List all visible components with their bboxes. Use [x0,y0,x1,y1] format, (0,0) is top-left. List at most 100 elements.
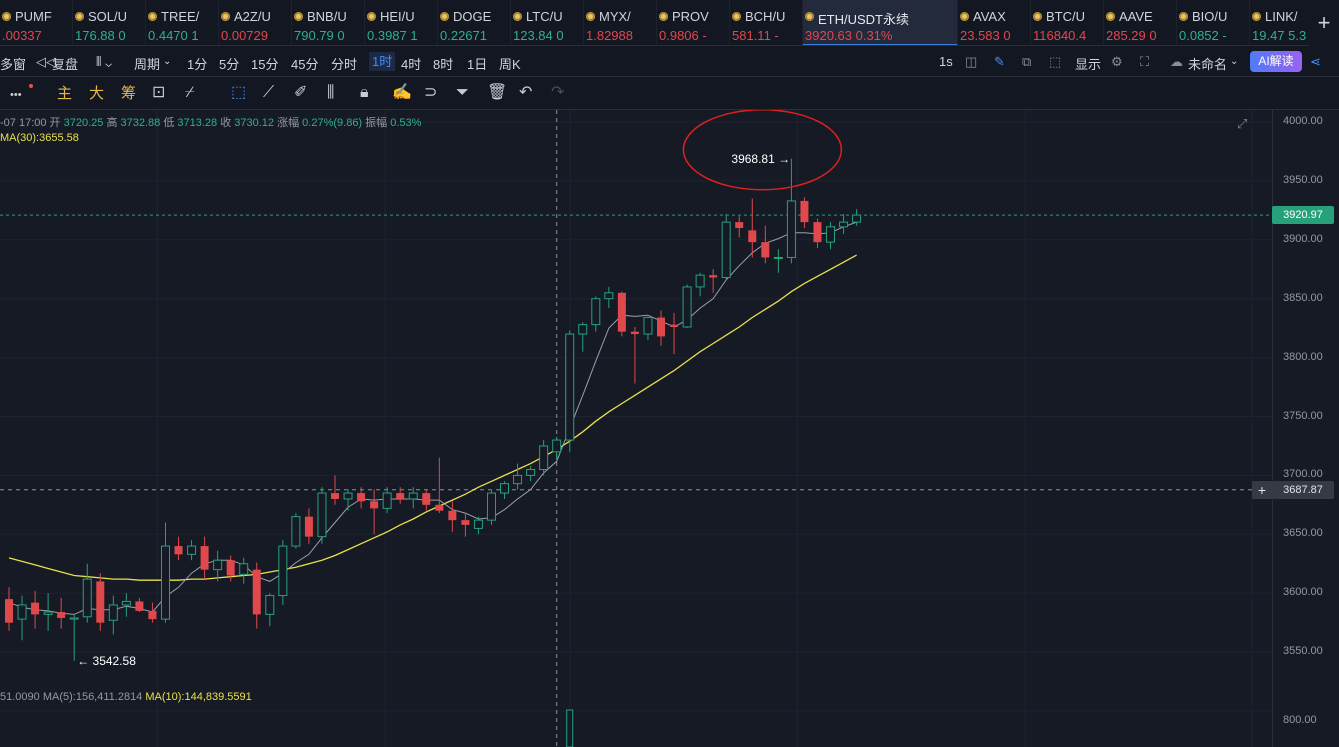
price-tick-label: 3950.00 [1283,173,1323,186]
ticker-tab[interactable]: AVAX 23.583 0 [958,0,1031,45]
big-order-button[interactable]: 大 [89,85,105,102]
lock-icon[interactable]: 🔒︎ [360,84,369,101]
interval-button[interactable]: 15分 [251,57,279,72]
candle-body [773,256,783,259]
copy-icon[interactable]: ⧉ [1022,54,1032,69]
price-tick-label: 3800.00 [1283,350,1323,363]
period-dropdown[interactable]: 周期 [134,57,161,72]
multi-window-button[interactable]: 多窗 [0,57,27,72]
ticker-tab[interactable]: BCH/U 581.11 - [730,0,803,45]
interval-button[interactable]: 分时 [331,57,358,72]
ticker-tab[interactable]: DOGE 0.22671 [438,0,511,45]
chevron-down-icon: ⌄ [163,56,172,67]
ticker-tab[interactable]: MYX/1.82988 [584,0,657,45]
interval-button[interactable]: 5分 [219,57,240,72]
candlestick-chart[interactable] [0,110,1272,747]
ticker-tab[interactable]: LINK/19.47 5.3 [1250,0,1323,45]
replay-button[interactable]: 复盘 [52,57,79,72]
ticker-tab[interactable]: A2Z/U 0.00729 [219,0,292,45]
brush-icon[interactable]: ⌿ [185,84,195,101]
candle-body [422,493,431,505]
candle-body [317,492,327,538]
ticker-price: 0.9806 - [659,28,707,43]
ticker-tab[interactable]: LTC/U 123.84 0 [511,0,584,45]
candle-body [721,221,731,278]
note-icon[interactable]: ✍ [392,84,412,101]
trash-icon[interactable]: 🗑︎ [487,84,508,101]
edit-icon[interactable]: ⊡ [152,84,166,101]
ruler-icon[interactable]: ⟋ [263,84,275,101]
coin-icon [513,12,522,21]
ticker-tab[interactable]: SOL/U 176.88 0 [73,0,146,45]
highlight-circle [682,110,843,191]
last-price-tag: 3920.97 [1272,206,1334,225]
candle-body [800,200,809,223]
magnet-icon[interactable]: ⊃ [424,84,438,101]
cloud-icon[interactable]: ☁ [1170,54,1183,69]
ticker-price: 23.583 0 [960,28,1011,43]
interval-button[interactable]: 45分 [291,57,319,72]
interval-button[interactable]: 周K [499,57,521,72]
candle-body [552,439,562,453]
display-button[interactable]: 显示 [1075,57,1102,72]
filter-icon[interactable]: ⏷ [456,84,469,101]
ticker-symbol: PROV [672,9,709,24]
pen-icon[interactable]: ✎ [994,54,1005,69]
replay-icon[interactable]: ◁◁ [36,54,56,69]
select-icon[interactable]: ⬚ [1049,54,1062,69]
candle-body [174,546,183,555]
candle-body [291,516,301,547]
ticker-tab[interactable]: PROV 0.9806 - [657,0,730,45]
candle-body [761,242,770,258]
candle-body [539,445,549,471]
ticker-tab[interactable]: PUMF .00337 [0,0,73,45]
volume-bar [566,709,574,747]
undo-icon[interactable]: ↶ [519,84,533,101]
candles-icon[interactable]: ⫼ [327,84,335,101]
candle-type-icon[interactable]: ⫴ ⌄ [96,54,113,69]
coin-icon [960,12,969,21]
ticker-tab[interactable]: BNB/U 790.79 0 [292,0,365,45]
volume-legend: 51.0090 MA(5):156,411.2814 MA(10):144,83… [0,691,252,703]
candle-body [500,483,510,494]
ai-interpret-button[interactable]: AI解读 [1250,51,1302,72]
cursor-icon[interactable]: ⬚ [231,84,247,101]
interval-button[interactable]: 1分 [187,57,208,72]
coin-icon [659,12,668,21]
ticker-tab[interactable]: BTC/U 116840.4 [1031,0,1104,45]
redo-icon[interactable]: ↷ [551,84,565,101]
coin-icon [1179,12,1188,21]
settings-icon[interactable]: ⚙ [1111,54,1123,69]
interval-1s-button[interactable]: 1s [939,54,953,69]
main-indicator-button[interactable]: 主 [57,85,73,102]
candle-body [121,600,131,606]
layout-name-dropdown[interactable]: 未命名 [1188,57,1228,72]
candle-body [108,604,118,621]
crosshair-add-icon[interactable]: + [1252,480,1272,499]
candle-body [160,545,170,620]
ticker-tab[interactable]: HEI/U 0.3987 1 [365,0,438,45]
camera-icon[interactable]: ◫ [965,54,978,69]
candle-body [630,331,639,335]
interval-button[interactable]: 8时 [433,57,454,72]
ticker-symbol: BNB/U [307,9,347,24]
interval-button[interactable]: 1时 [369,52,396,71]
interval-button[interactable]: 4时 [401,57,422,72]
ticker-tab[interactable]: TREE/0.4470 1 [146,0,219,45]
fullscreen-icon[interactable]: ⛶ [1140,54,1150,69]
candle-body [187,545,197,555]
ticker-tab[interactable]: ETH/USDT永续 3920.63 0.31% [803,0,958,45]
candle-body [148,610,157,620]
pencil-icon[interactable]: ✐ [294,84,308,101]
ticker-tab[interactable]: AAVE 285.29 0 [1104,0,1177,45]
interval-button[interactable]: 1日 [467,57,488,72]
more-icon[interactable]: ••• [10,89,22,101]
share-icon[interactable]: ⋖ [1310,54,1321,69]
candle-body [408,492,418,500]
expand-icon[interactable]: ⤢ [1237,116,1248,131]
add-tab-button[interactable]: + [1309,0,1339,46]
coin-icon [1033,12,1042,21]
chip-distribution-button[interactable]: 筹 [121,85,137,102]
ticker-tab[interactable]: BIO/U 0.0852 - [1177,0,1250,45]
chart-area[interactable]: -07 17:00 开 3720.25 高 3732.88 低 3713.28 … [0,110,1339,747]
